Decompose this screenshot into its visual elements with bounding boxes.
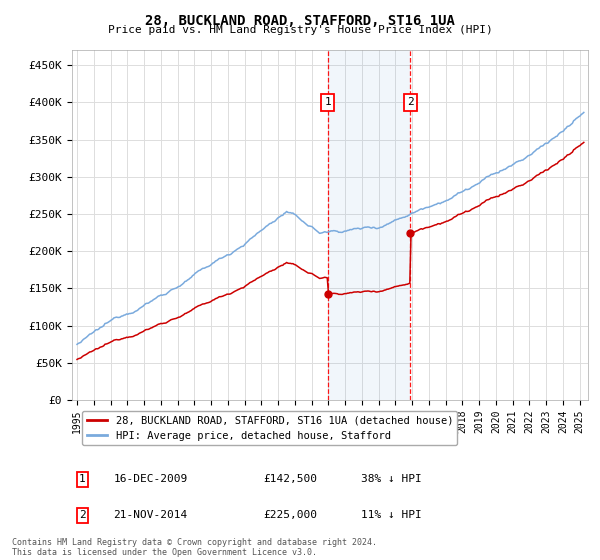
Text: 2: 2 <box>407 97 414 108</box>
Text: 1: 1 <box>324 97 331 108</box>
Text: 21-NOV-2014: 21-NOV-2014 <box>113 510 188 520</box>
Text: Contains HM Land Registry data © Crown copyright and database right 2024.
This d: Contains HM Land Registry data © Crown c… <box>12 538 377 557</box>
Legend: 28, BUCKLAND ROAD, STAFFORD, ST16 1UA (detached house), HPI: Average price, deta: 28, BUCKLAND ROAD, STAFFORD, ST16 1UA (d… <box>82 411 457 445</box>
Text: 38% ↓ HPI: 38% ↓ HPI <box>361 474 422 484</box>
Text: Price paid vs. HM Land Registry's House Price Index (HPI): Price paid vs. HM Land Registry's House … <box>107 25 493 35</box>
Bar <box>328 50 410 400</box>
Text: 11% ↓ HPI: 11% ↓ HPI <box>361 510 422 520</box>
Text: £225,000: £225,000 <box>263 510 317 520</box>
Text: £142,500: £142,500 <box>263 474 317 484</box>
Text: 2: 2 <box>79 510 86 520</box>
Text: 1: 1 <box>79 474 86 484</box>
Text: 16-DEC-2009: 16-DEC-2009 <box>113 474 188 484</box>
Text: 28, BUCKLAND ROAD, STAFFORD, ST16 1UA: 28, BUCKLAND ROAD, STAFFORD, ST16 1UA <box>145 14 455 28</box>
